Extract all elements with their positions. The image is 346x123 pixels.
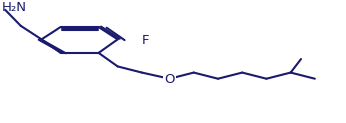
Text: O: O xyxy=(164,73,175,86)
Text: F: F xyxy=(142,34,149,47)
Text: H₂N: H₂N xyxy=(2,1,27,15)
